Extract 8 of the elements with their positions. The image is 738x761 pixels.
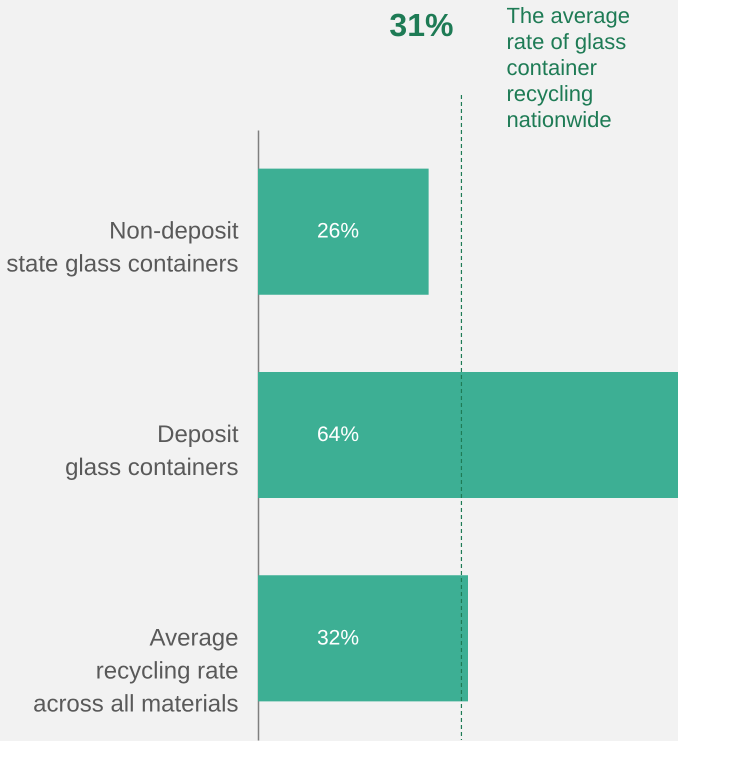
- y-tick-label: Average recycling rate across all materials: [33, 624, 238, 718]
- data-label: 64%: [316, 423, 360, 446]
- data-label: 26%: [316, 220, 360, 243]
- annotation: The average rate of glass container recycling nationwide: [506, 3, 630, 132]
- y-tick-label: Non-deposit state glass containers: [6, 218, 239, 278]
- data-label: 32%: [316, 626, 360, 650]
- ref-line-label: 31%: [389, 7, 454, 43]
- y-tick-label: Deposit glass containers: [65, 421, 239, 481]
